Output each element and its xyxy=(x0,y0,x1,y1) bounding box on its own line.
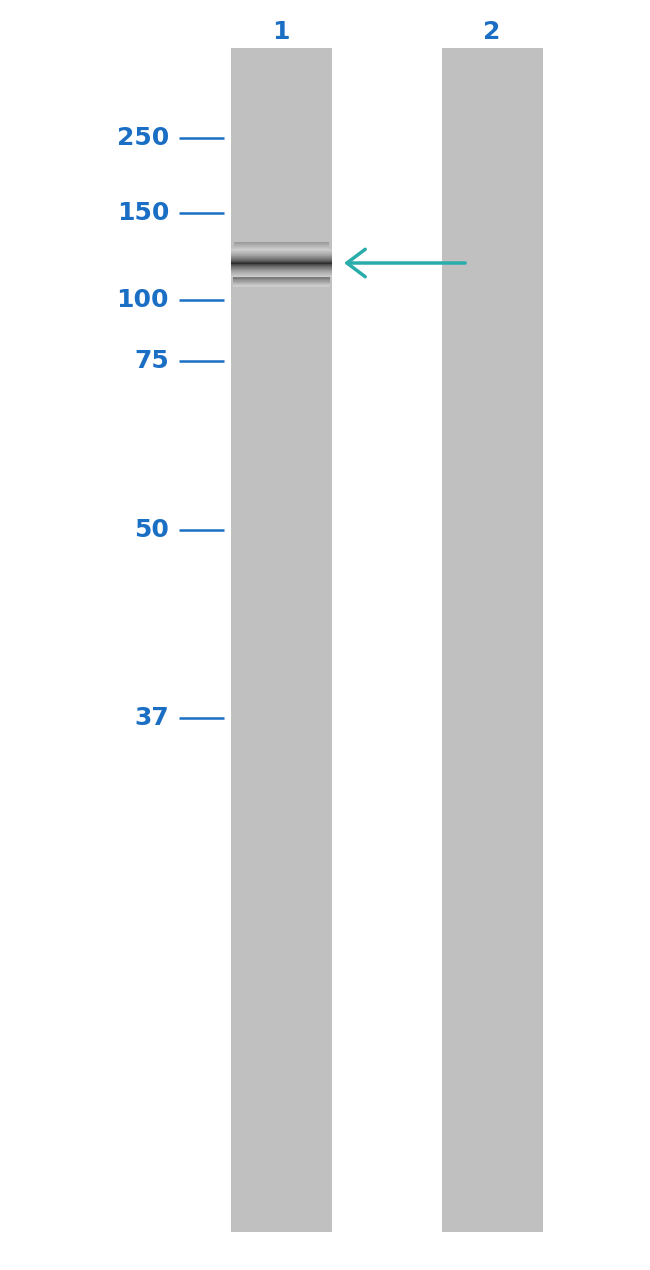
Text: 37: 37 xyxy=(135,706,169,730)
Text: 250: 250 xyxy=(117,126,169,150)
Text: 50: 50 xyxy=(134,518,169,542)
Text: 100: 100 xyxy=(116,288,169,312)
Text: 150: 150 xyxy=(116,201,169,225)
Bar xyxy=(231,48,332,1232)
Text: 2: 2 xyxy=(484,20,501,43)
Bar xyxy=(442,48,543,1232)
Text: 75: 75 xyxy=(135,349,169,373)
Text: 1: 1 xyxy=(272,20,289,43)
